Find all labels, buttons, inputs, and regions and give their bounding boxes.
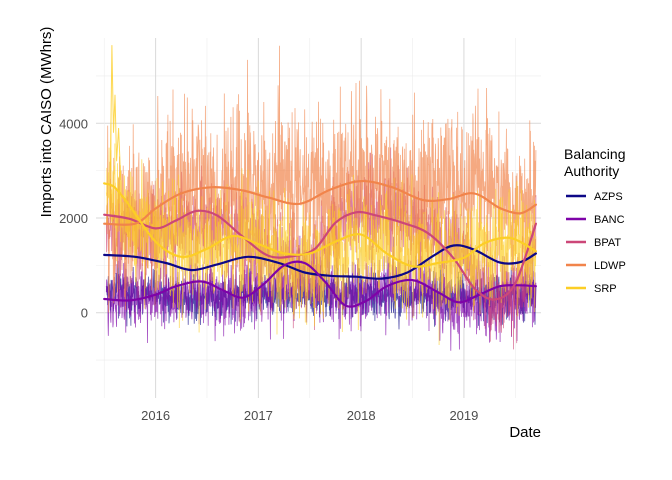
y-tick-labels: 0 2000 4000 bbox=[59, 116, 88, 320]
x-tick-label: 2017 bbox=[244, 408, 273, 423]
y-axis-title: Imports into CAISO (MWhrs) bbox=[38, 27, 55, 218]
x-tick-label: 2018 bbox=[347, 408, 376, 423]
legend-title: Authority bbox=[564, 163, 619, 179]
trend-line-banc bbox=[103, 260, 537, 308]
trend-series-layer bbox=[103, 179, 537, 308]
trend-line-azps bbox=[103, 244, 537, 280]
legend-label-banc: BANC bbox=[594, 214, 625, 226]
y-tick-label: 4000 bbox=[59, 116, 88, 131]
legend-label-srp: SRP bbox=[594, 283, 617, 295]
y-tick-label: 2000 bbox=[59, 211, 88, 226]
x-tick-labels: 2016 2017 2018 2019 bbox=[141, 408, 478, 423]
daily-line-ldwp bbox=[105, 45, 537, 313]
x-tick-label: 2019 bbox=[449, 408, 478, 423]
trend-line-ldwp bbox=[103, 179, 537, 226]
legend-label-azps: AZPS bbox=[594, 191, 623, 203]
legend-label-bpat: BPAT bbox=[594, 237, 621, 249]
trend-line-bpat bbox=[103, 209, 537, 301]
x-axis-title: Date bbox=[509, 424, 541, 441]
legend-label-ldwp: LDWP bbox=[594, 260, 626, 272]
trend-line-srp bbox=[103, 182, 537, 268]
daily-spike-srp bbox=[109, 45, 122, 181]
daily-line-srp bbox=[105, 123, 537, 346]
legend-title: Balancing bbox=[564, 146, 626, 162]
x-tick-label: 2016 bbox=[141, 408, 170, 423]
y-tick-label: 0 bbox=[81, 306, 88, 321]
